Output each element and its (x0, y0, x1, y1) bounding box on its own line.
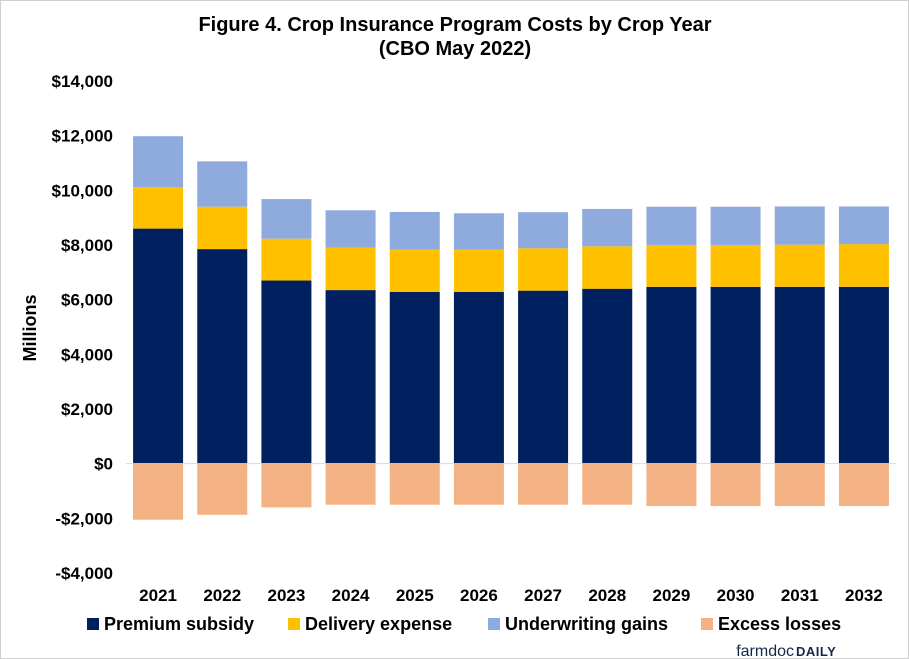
bar-premium-subsidy (774, 286, 825, 464)
bar-excess-losses (133, 463, 184, 520)
bar-delivery-expense (133, 187, 184, 229)
x-tick-label: 2032 (845, 586, 883, 605)
x-tick-label: 2023 (268, 586, 306, 605)
bar-excess-losses (838, 463, 889, 507)
y-tick-label: $0 (94, 455, 113, 474)
x-tick-label: 2031 (781, 586, 819, 605)
bar-delivery-expense (774, 244, 825, 287)
x-tick-label: 2021 (139, 586, 177, 605)
bar-underwriting-gains (389, 211, 440, 250)
x-axis-ticks: 2021 2022 2023 2024 2025 2026 2027 2028 2029 2030… (139, 586, 883, 605)
legend-label: Excess losses (718, 614, 841, 634)
bar-premium-subsidy (453, 292, 504, 464)
bar-excess-losses (389, 463, 440, 505)
legend: Premium subsidy Delivery expense Underwrit… (87, 614, 841, 634)
x-tick-label: 2022 (203, 586, 241, 605)
bar-delivery-expense (582, 246, 633, 289)
bar-delivery-expense (453, 249, 504, 293)
bar-excess-losses (774, 463, 825, 507)
x-tick-label: 2024 (332, 586, 370, 605)
bar-delivery-expense (389, 249, 440, 293)
bar-premium-subsidy (389, 292, 440, 464)
bar-underwriting-gains (774, 206, 825, 245)
legend-swatch (288, 618, 300, 630)
bar-premium-subsidy (710, 286, 761, 464)
bar-underwriting-gains (325, 210, 376, 248)
legend-label: Delivery expense (305, 614, 452, 634)
bar-delivery-expense (518, 248, 569, 291)
bar-underwriting-gains (646, 206, 697, 246)
bar-premium-subsidy (518, 290, 569, 464)
bar-underwriting-gains (710, 206, 761, 246)
chart-subtitle: (CBO May 2022) (379, 38, 531, 60)
bar-underwriting-gains (582, 208, 633, 247)
y-tick-label: $12,000 (52, 127, 113, 146)
bar-premium-subsidy (838, 286, 889, 464)
bar-excess-losses (646, 463, 697, 507)
y-tick-label: $14,000 (52, 72, 113, 91)
bar-underwriting-gains (453, 213, 504, 250)
bar-underwriting-gains (838, 206, 889, 245)
legend-swatch (701, 618, 713, 630)
y-tick-label: $8,000 (61, 236, 113, 255)
bar-delivery-expense (838, 244, 889, 287)
bar-delivery-expense (325, 247, 376, 291)
x-tick-label: 2029 (653, 586, 691, 605)
bars-group (133, 136, 889, 520)
x-tick-label: 2027 (524, 586, 562, 605)
y-tick-label: $6,000 (61, 291, 113, 310)
brand-daily-text: DAILY (796, 644, 836, 658)
bar-underwriting-gains (518, 212, 569, 249)
chart-title: Figure 4. Crop Insurance Program Costs b… (198, 14, 711, 36)
bar-excess-losses (261, 463, 312, 508)
bar-premium-subsidy (582, 288, 633, 464)
legend-label: Premium subsidy (104, 614, 254, 634)
bar-premium-subsidy (646, 286, 697, 464)
bar-premium-subsidy (325, 290, 376, 464)
bar-premium-subsidy (197, 249, 248, 464)
y-tick-label: -$4,000 (55, 564, 113, 583)
y-axis-title: Millions (20, 295, 40, 362)
x-tick-label: 2025 (396, 586, 434, 605)
y-tick-label: -$2,000 (55, 509, 113, 528)
legend-swatch (87, 618, 99, 630)
y-tick-label: $4,000 (61, 345, 113, 364)
bar-delivery-expense (710, 245, 761, 287)
y-axis-ticks: -$4,000 -$2,000 $0 $2,000 $4,000 $6,000 $8,000… (52, 72, 113, 583)
bar-premium-subsidy (133, 228, 184, 464)
bar-excess-losses (518, 463, 569, 505)
bar-delivery-expense (646, 245, 697, 287)
x-tick-label: 2028 (588, 586, 626, 605)
bar-excess-losses (453, 463, 504, 505)
bar-excess-losses (710, 463, 761, 507)
x-tick-label: 2030 (717, 586, 755, 605)
bar-delivery-expense (261, 238, 312, 281)
bar-premium-subsidy (261, 280, 312, 464)
bar-excess-losses (582, 463, 633, 505)
bar-excess-losses (197, 463, 248, 515)
bar-underwriting-gains (261, 199, 312, 239)
farmdoc-daily-logo: farmdoc DAILY (736, 643, 836, 658)
bar-underwriting-gains (197, 161, 248, 207)
legend-label: Underwriting gains (505, 614, 668, 634)
bar-delivery-expense (197, 206, 248, 250)
y-tick-label: $10,000 (52, 181, 113, 200)
x-tick-label: 2026 (460, 586, 498, 605)
legend-swatch (488, 618, 500, 630)
brand-farmdoc-text: farmdoc (736, 643, 794, 658)
y-tick-label: $2,000 (61, 400, 113, 419)
bar-underwriting-gains (133, 136, 184, 188)
bar-excess-losses (325, 463, 376, 505)
